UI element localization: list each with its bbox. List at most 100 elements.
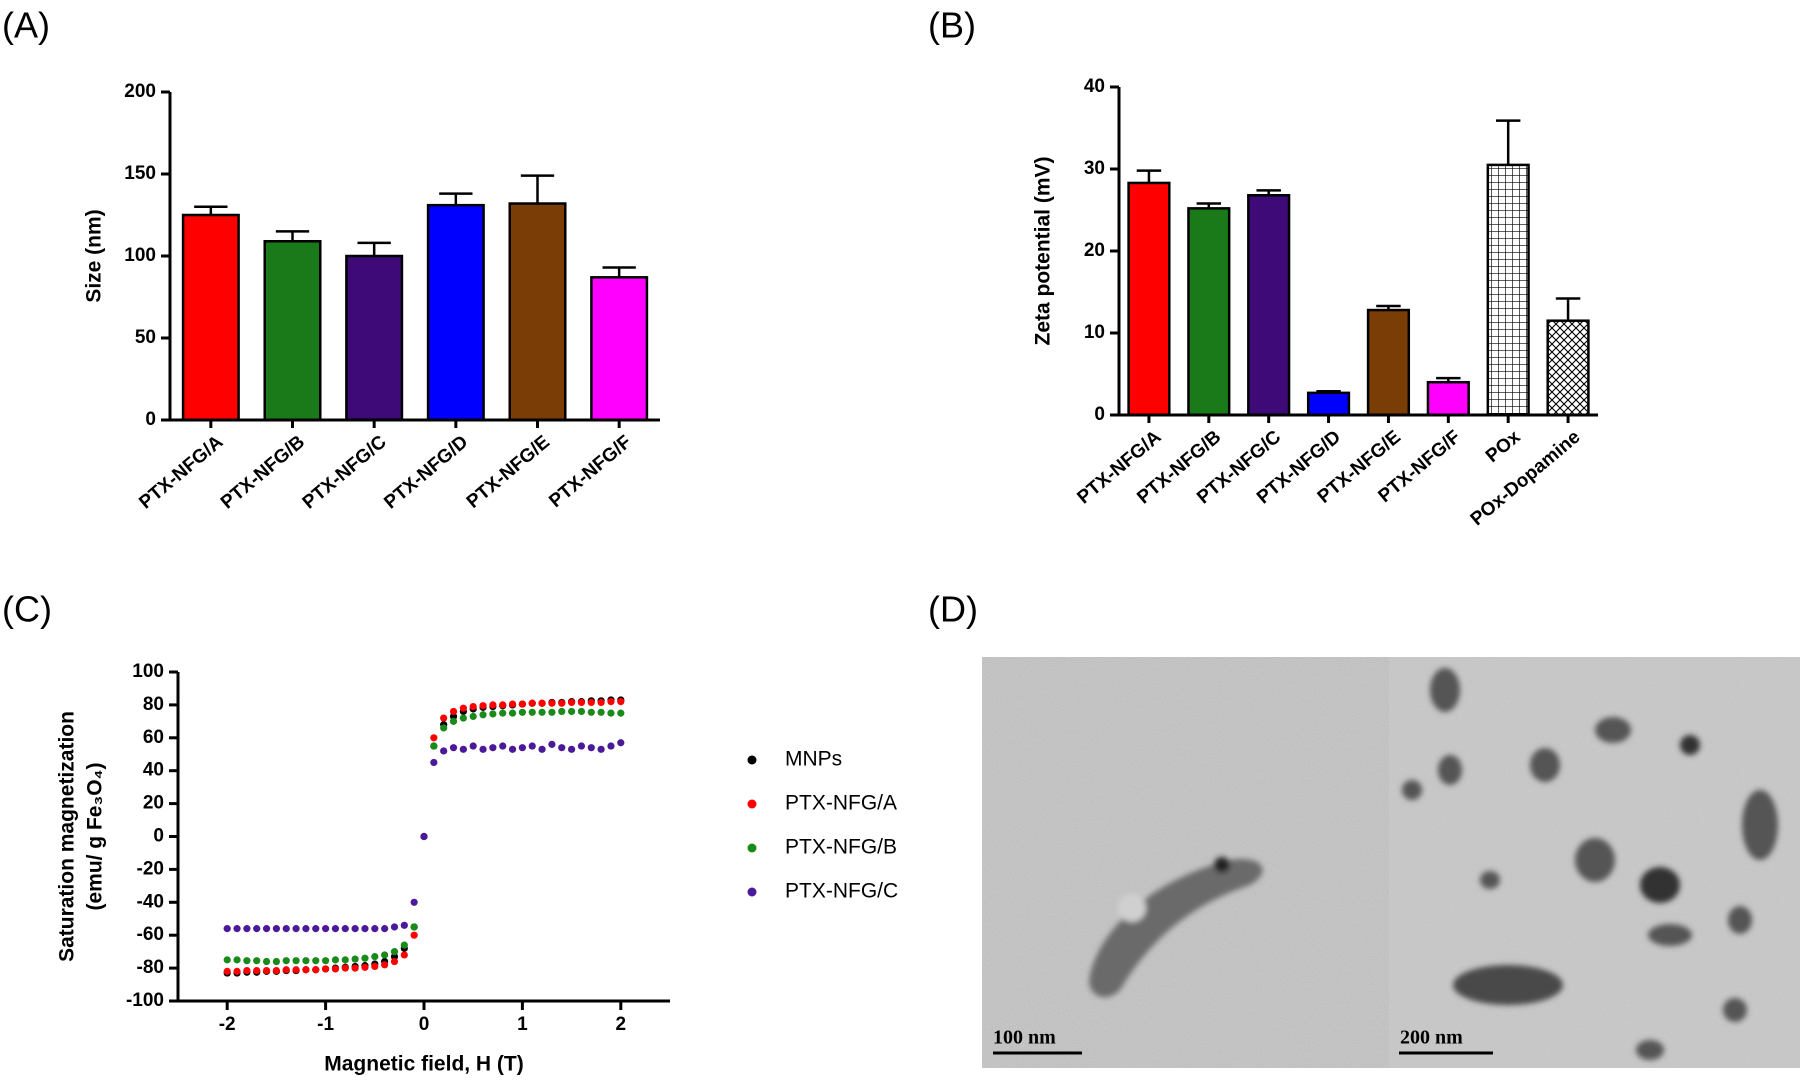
y-tick-label: -20 xyxy=(137,858,164,879)
point xyxy=(577,707,586,716)
point xyxy=(469,742,477,750)
point xyxy=(322,957,330,965)
bar xyxy=(263,239,322,422)
x-tick-label: 1 xyxy=(517,1014,528,1035)
point xyxy=(499,742,507,750)
point xyxy=(469,702,477,711)
legend-marker xyxy=(747,755,757,765)
scale-bar-label: 100 nm xyxy=(993,1027,1056,1049)
point xyxy=(568,707,576,716)
series xyxy=(223,707,625,966)
point xyxy=(489,710,497,718)
y-axis-label: Saturation magnetization xyxy=(56,711,79,962)
error-bar xyxy=(602,266,636,278)
point xyxy=(410,898,418,906)
point xyxy=(469,712,477,721)
x-tick-label: PTX-NFG/F xyxy=(545,432,635,513)
scale-bar-label: 200 nm xyxy=(1400,1027,1463,1049)
y-tick-label: 100 xyxy=(124,245,156,266)
point xyxy=(282,925,290,933)
tem-particles xyxy=(1089,668,1778,1060)
x-tick-label: 0 xyxy=(419,1014,430,1035)
point xyxy=(390,957,399,966)
point xyxy=(440,747,448,755)
point xyxy=(381,951,389,959)
legend-label: MNPs xyxy=(785,748,842,771)
x-tick-label: 2 xyxy=(616,1014,627,1035)
point xyxy=(381,925,389,933)
point xyxy=(331,956,340,964)
error-bar xyxy=(1196,202,1222,209)
point xyxy=(371,952,379,961)
point xyxy=(302,925,310,933)
point xyxy=(400,921,408,929)
point xyxy=(410,931,418,939)
point xyxy=(223,967,231,975)
point xyxy=(233,967,241,975)
point xyxy=(331,965,340,973)
y-tick-label: 20 xyxy=(143,793,164,814)
bar xyxy=(1306,391,1351,417)
bar xyxy=(590,276,649,422)
point xyxy=(459,704,467,712)
point xyxy=(312,957,320,965)
error-bar xyxy=(1495,119,1521,165)
y-tick-label: 60 xyxy=(143,727,164,748)
point xyxy=(479,702,487,710)
x-axis-label: Magnetic field, H (T) xyxy=(324,1053,524,1076)
point xyxy=(390,952,399,961)
y-tick-label: 0 xyxy=(145,409,156,430)
point xyxy=(390,948,399,956)
series xyxy=(223,739,625,933)
point xyxy=(587,708,595,716)
error-bar xyxy=(357,241,391,256)
point xyxy=(410,923,418,931)
legend-label: PTX-NFG/C xyxy=(785,880,898,903)
y-tick-label: 20 xyxy=(1084,240,1105,261)
point xyxy=(292,966,300,974)
point xyxy=(577,742,586,750)
point xyxy=(449,717,458,725)
point xyxy=(400,951,408,959)
point xyxy=(607,742,615,750)
point xyxy=(341,956,349,964)
point xyxy=(597,708,605,716)
point xyxy=(430,758,438,767)
point xyxy=(518,744,527,752)
point xyxy=(292,925,300,933)
point xyxy=(479,711,487,719)
point xyxy=(400,941,408,949)
legend-marker xyxy=(747,887,757,897)
point xyxy=(617,709,625,717)
point xyxy=(518,708,527,716)
bar xyxy=(1546,319,1590,417)
y-tick-label: 80 xyxy=(143,694,164,715)
point xyxy=(548,708,556,716)
point xyxy=(430,734,438,742)
tem-images: 100 nm 200 nm xyxy=(982,657,1800,1068)
point xyxy=(449,707,458,716)
point xyxy=(371,925,379,933)
bar xyxy=(1486,163,1530,417)
point xyxy=(351,925,359,933)
x-tick-label: PTX-NFG/B xyxy=(217,432,309,514)
point xyxy=(587,744,595,752)
error-bar xyxy=(1256,189,1281,196)
point xyxy=(440,714,448,722)
point xyxy=(233,925,241,933)
point xyxy=(302,966,310,974)
legend-marker xyxy=(747,799,757,809)
bar xyxy=(181,213,240,422)
point xyxy=(282,966,290,974)
point xyxy=(322,925,330,933)
point xyxy=(272,925,280,933)
bar xyxy=(345,254,404,422)
point xyxy=(597,698,605,707)
y-tick-label: 50 xyxy=(135,327,156,348)
point xyxy=(577,698,586,707)
x-tick-label: PTX-NFG/D xyxy=(380,432,472,514)
point xyxy=(607,709,615,717)
y-tick-label: -60 xyxy=(137,924,164,945)
point xyxy=(459,714,467,722)
point xyxy=(243,966,251,975)
